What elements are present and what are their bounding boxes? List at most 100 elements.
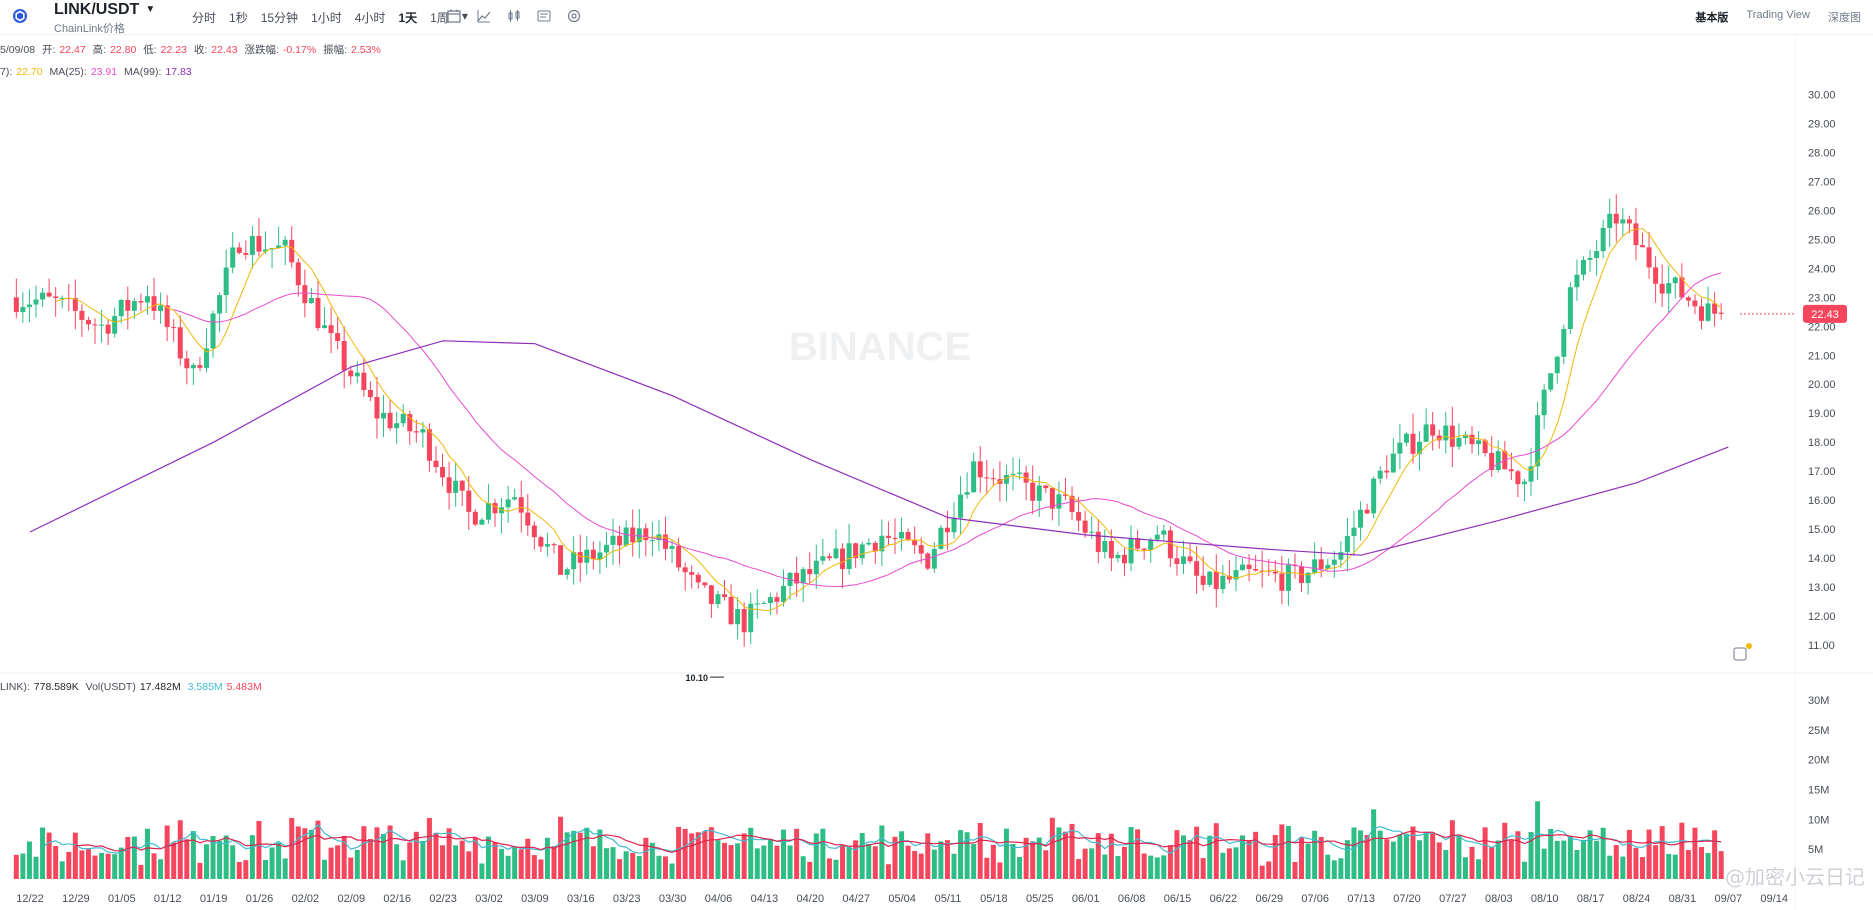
ma99-value: 17.83: [165, 66, 192, 78]
date-tick-label: 06/08: [1118, 893, 1146, 905]
volume-bar: [1574, 849, 1580, 879]
volume-bar: [72, 832, 78, 879]
candle-body: [1567, 287, 1573, 330]
date-tick-label: 07/06: [1301, 893, 1329, 905]
candle-body: [1148, 539, 1154, 550]
interval-tab-0[interactable]: 分时: [192, 11, 217, 25]
date-tick-label: 08/10: [1531, 893, 1559, 905]
candle-body: [1699, 306, 1705, 321]
date-tick-label: 09/07: [1715, 893, 1743, 905]
calendar-icon[interactable]: [446, 8, 462, 24]
candle-body: [761, 602, 767, 604]
candle-body: [1587, 257, 1593, 260]
candle-body: [1705, 303, 1711, 321]
volume-bar: [1430, 833, 1436, 879]
candle-body: [590, 549, 596, 560]
date-tick-label: 02/23: [429, 893, 457, 905]
candle-body: [754, 603, 760, 605]
candle-body: [190, 365, 196, 369]
candle-body: [1089, 531, 1095, 533]
candle-body: [1207, 571, 1213, 585]
candle-body: [1181, 556, 1186, 564]
interval-more-icon[interactable]: ▾: [461, 9, 468, 23]
volume-bar: [1128, 827, 1134, 879]
candle-body: [420, 429, 426, 433]
volume-bar: [649, 842, 655, 879]
candle-icon[interactable]: [506, 8, 522, 24]
interval-tab-6[interactable]: 1周: [430, 11, 449, 25]
pair-selector[interactable]: LINK/USDT ▼: [54, 1, 155, 19]
price-tick-label: 13.00: [1808, 582, 1836, 594]
candle-body: [1017, 472, 1023, 474]
price-tick-label: 23.00: [1808, 292, 1836, 304]
volume-bar: [1003, 828, 1009, 879]
view-tab-1[interactable]: Trading View: [1746, 9, 1810, 21]
interval-tab-3[interactable]: 1小时: [311, 11, 342, 25]
volume-bar: [1161, 855, 1167, 879]
volume-tick-label: 15M: [1808, 784, 1829, 796]
candle-body: [217, 295, 223, 314]
candlestick-chart[interactable]: BINANCE 11.00 12.00 13.00 14.00 15.00 16.00 17.…: [0, 34, 1873, 910]
date-tick-label: 06/01: [1072, 893, 1100, 905]
view-tab-2[interactable]: 深度图: [1828, 12, 1861, 24]
volume-bar: [833, 859, 839, 879]
interval-tab-2[interactable]: 15分钟: [260, 11, 299, 25]
volume-bar: [630, 852, 636, 879]
candle-body: [1351, 527, 1357, 537]
ohlc-legend: 5/09/08 开: 22.47 高: 22.80 低: 22.23 收: 22.43 …: [0, 42, 385, 57]
candle-body: [472, 511, 478, 525]
candle-body: [1036, 485, 1042, 501]
volume-bar: [26, 841, 32, 879]
volume-bar: [1331, 860, 1337, 879]
volume-bar: [558, 816, 564, 879]
date-tick-label: 01/19: [200, 893, 228, 905]
candle-body: [708, 585, 714, 605]
volume-bar: [1076, 859, 1082, 879]
view-tab-0[interactable]: 基本版: [1695, 12, 1729, 24]
volume-ma2-line: [75, 830, 1722, 853]
volume-bar: [669, 863, 675, 879]
date-tick-label: 08/31: [1669, 893, 1697, 905]
volume-bar: [1423, 831, 1429, 879]
indicator-icon[interactable]: [536, 8, 552, 24]
candle-body: [649, 540, 655, 542]
candle-body: [1397, 442, 1403, 454]
volume-bar: [171, 842, 177, 879]
candle-body: [138, 301, 144, 303]
candle-body: [728, 596, 734, 625]
volume-bar: [1502, 822, 1508, 879]
date-tick-label: 06/22: [1210, 893, 1238, 905]
volume-bar: [1082, 848, 1088, 879]
volume-bar: [492, 842, 498, 879]
volume-bar: [1390, 841, 1396, 879]
interval-tab-1[interactable]: 1秒: [229, 11, 248, 25]
candle-body: [1194, 561, 1200, 576]
volume-bar: [197, 862, 203, 879]
price-tick-label: 12.00: [1808, 611, 1836, 623]
candle-body: [197, 365, 203, 368]
candle-body: [479, 519, 485, 525]
candle-body: [1121, 554, 1127, 564]
volume-bar: [944, 840, 950, 879]
volume-bar: [1436, 842, 1442, 879]
volume-bar: [1135, 829, 1141, 879]
volume-bar: [603, 848, 609, 879]
line-chart-icon[interactable]: [476, 8, 492, 24]
volume-bar: [781, 829, 787, 879]
candle-body: [512, 497, 518, 500]
volume-bar: [1253, 831, 1259, 879]
volume-bar: [1397, 834, 1403, 879]
volume-bar: [938, 841, 944, 879]
interval-tab-5[interactable]: 1天: [398, 11, 418, 25]
interval-tab-4[interactable]: 4小时: [354, 11, 386, 25]
settings-icon[interactable]: [566, 8, 582, 24]
candle-body: [1384, 470, 1390, 473]
volume-bar: [361, 826, 367, 879]
volume-bar: [387, 825, 393, 879]
candle-body: [1476, 440, 1482, 445]
date-tick-label: 08/03: [1485, 893, 1513, 905]
candle-body: [1692, 300, 1698, 307]
candle-body: [905, 531, 911, 540]
volume-bar: [1626, 829, 1632, 879]
volume-bar: [1443, 850, 1449, 879]
